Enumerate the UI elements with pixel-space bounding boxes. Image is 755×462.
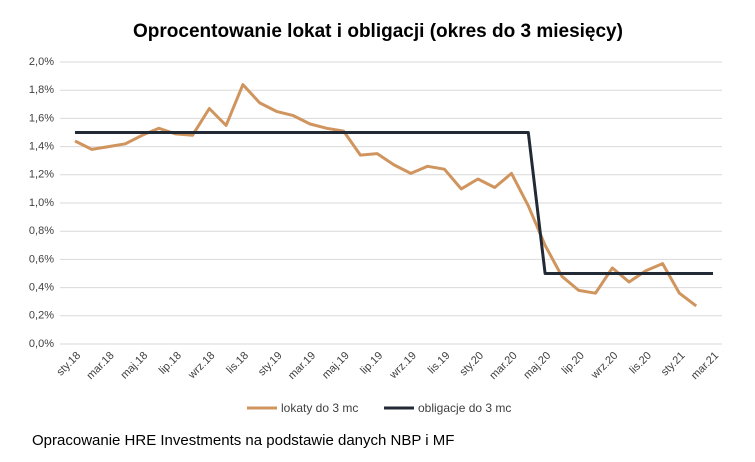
y-tick-label: 0,0% bbox=[29, 338, 54, 350]
legend-label: obligacje do 3 mc bbox=[418, 401, 511, 415]
y-tick-label: 2,0% bbox=[29, 56, 54, 68]
x-tick-label: lip.18 bbox=[157, 350, 184, 377]
x-tick-label: lis.20 bbox=[627, 350, 654, 377]
x-tick-label: mar.20 bbox=[487, 350, 519, 382]
series-line bbox=[75, 131, 713, 275]
x-tick-label: wrz.20 bbox=[588, 350, 620, 382]
x-tick-label: mar.21 bbox=[689, 350, 721, 382]
x-tick-label: sty.18 bbox=[55, 350, 84, 379]
x-tick-label: wrz.18 bbox=[185, 350, 217, 382]
y-tick-label: 0,2% bbox=[29, 310, 54, 322]
x-tick-label: maj.18 bbox=[118, 350, 150, 382]
y-tick-label: 1,2% bbox=[29, 169, 54, 181]
y-tick-label: 0,8% bbox=[29, 225, 54, 237]
x-tick-label: sty.19 bbox=[256, 350, 285, 379]
x-tick-label: mar.19 bbox=[286, 350, 318, 382]
x-tick-label: lis.18 bbox=[224, 350, 251, 377]
x-tick-label: lip.20 bbox=[560, 350, 587, 377]
y-tick-label: 0,6% bbox=[29, 253, 54, 265]
y-tick-label: 0,4% bbox=[29, 282, 54, 294]
series-line bbox=[74, 83, 698, 308]
chart-title: Oprocentowanie lokat i obligacji (okres … bbox=[133, 21, 623, 42]
y-tick-label: 1,8% bbox=[29, 84, 54, 96]
x-tick-label: mar.18 bbox=[84, 350, 116, 382]
source-note: Opracowanie HRE Investments na podstawie… bbox=[32, 432, 454, 449]
x-tick-label: lip.19 bbox=[358, 350, 385, 377]
y-tick-label: 1,0% bbox=[29, 197, 54, 209]
x-tick-label: sty.20 bbox=[457, 350, 486, 379]
legend-label: lokaty do 3 mc bbox=[281, 401, 358, 415]
x-tick-label: maj.19 bbox=[320, 350, 352, 382]
x-tick-label: lis.19 bbox=[426, 350, 453, 377]
x-tick-label: wrz.19 bbox=[387, 350, 419, 382]
x-tick-label: sty.21 bbox=[659, 350, 688, 379]
y-tick-label: 1,4% bbox=[29, 141, 54, 153]
y-tick-label: 1,6% bbox=[29, 112, 54, 124]
x-tick-label: maj.20 bbox=[521, 350, 553, 382]
